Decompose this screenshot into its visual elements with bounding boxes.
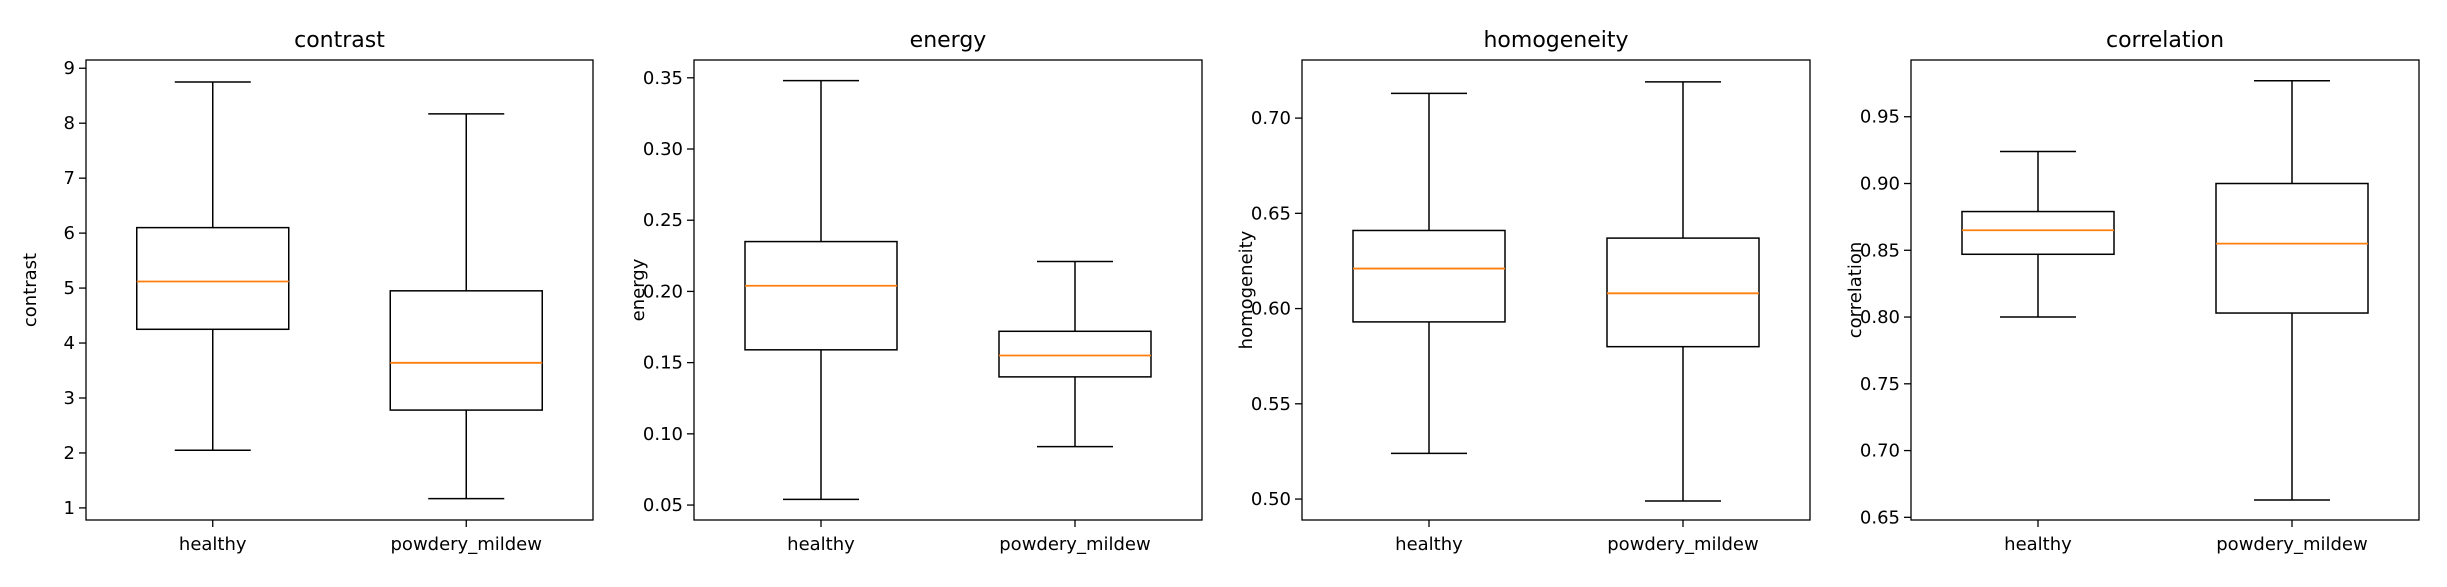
y-tick-label: 0.35 [643,68,683,89]
y-tick-label: 0.90 [1860,174,1900,195]
iqr-box [998,330,1152,378]
panel-correlation: correlation correlation 0.65 0.70 0.75 0.80 0.… [1845,28,2420,555]
y-tick-label: 0.10 [643,424,683,445]
boxplot-powdery-mildew [2215,79,2369,501]
panel-energy: energy energy 0.05 0.10 0.15 0.20 0.25 0.30 0.35… [628,28,1203,555]
iqr-box [1961,210,2115,256]
y-axis-label: homogeneity [1236,230,1257,349]
axes-frame [693,59,1203,521]
iqr-box [744,240,898,351]
y-tick-label: 5 [64,278,75,299]
y-tick-label: 7 [64,168,75,189]
chart-title: correlation [2106,28,2224,53]
y-axis-label: energy [628,258,649,321]
x-tick-label-powdery-mildew: powdery_mildew [391,534,542,555]
boxplot-healthy [744,79,898,501]
x-tick-label-healthy: healthy [179,534,247,555]
y-tick-label: 0.25 [643,210,683,231]
chart-title: homogeneity [1483,28,1628,53]
iqr-box [1352,229,1506,323]
y-tick-label: 8 [64,113,75,134]
x-tick-label-powdery-mildew: powdery_mildew [999,534,1150,555]
y-tick-label: 0.70 [1860,441,1900,462]
y-tick-label: 0.80 [1860,307,1900,328]
panel-contrast: contrast contrast 1 2 3 4 5 6 7 8 9 healthy powdery_… [20,28,594,555]
x-tick-label-healthy: healthy [787,534,855,555]
x-tick-label-powdery-mildew: powdery_mildew [2216,534,2367,555]
x-tick-label-powdery-mildew: powdery_mildew [1607,534,1758,555]
boxplot-healthy [136,81,290,451]
y-tick-label: 0.30 [643,139,683,160]
y-tick-label: 0.15 [643,353,683,374]
x-tick-label-healthy: healthy [1395,534,1463,555]
y-tick-label: 9 [64,58,75,79]
boxplot-powdery-mildew [998,260,1152,448]
chart-title: energy [910,28,987,53]
iqr-box [136,226,290,331]
y-tick-label: 0.70 [1251,108,1291,129]
boxplot-healthy [1961,150,2115,318]
y-tick-label: 0.20 [643,281,683,302]
panel-homogeneity: homogeneity homogeneity 0.50 0.55 0.60 0.65 0.… [1236,28,1811,555]
boxplot-powdery-mildew [1606,81,1760,502]
y-tick-label: 4 [64,333,75,354]
axes-frame [85,59,594,521]
chart-title: contrast [294,28,385,53]
y-tick-label: 0.60 [1251,299,1291,320]
y-tick-label: 2 [64,443,75,464]
axes-frame [1910,59,2420,521]
y-tick-label: 0.65 [1860,507,1900,528]
y-tick-label: 3 [64,388,75,409]
axes-frame [1301,59,1811,521]
y-axis-label: correlation [1845,242,1866,339]
y-axis-label: contrast [20,253,41,327]
y-tick-label: 0.55 [1251,394,1291,415]
y-tick-label: 1 [64,498,75,519]
iqr-box [1606,237,1760,348]
iqr-box [2215,182,2369,314]
iqr-box [389,290,543,411]
y-tick-label: 6 [64,223,75,244]
y-tick-label: 0.05 [643,495,683,516]
x-tick-label-healthy: healthy [2004,534,2072,555]
y-tick-label: 0.85 [1860,240,1900,261]
boxplot-healthy [1352,92,1506,455]
y-tick-label: 0.95 [1860,107,1900,128]
boxplot-powdery-mildew [389,113,543,500]
y-tick-label: 0.65 [1251,203,1291,224]
y-tick-label: 0.75 [1860,374,1900,395]
y-tick-label: 0.50 [1251,489,1291,510]
